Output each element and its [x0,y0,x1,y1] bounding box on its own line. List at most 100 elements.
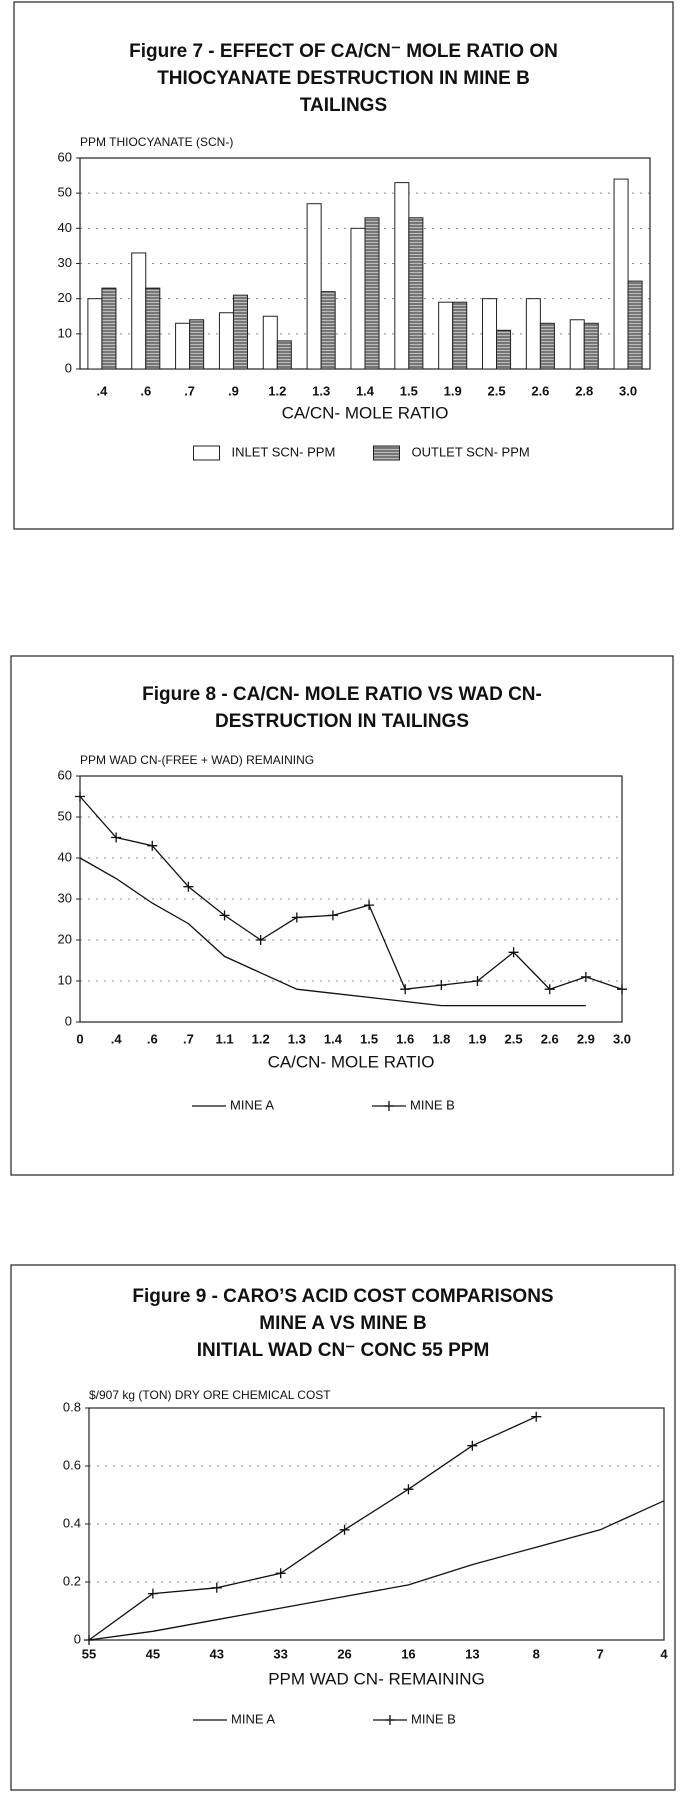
x-tick-label: 45 [146,1646,160,1661]
point-marker [364,900,375,911]
series-line [88,1500,665,1641]
y-tick-label: 40 [58,849,72,864]
y-tick-label: 0.8 [63,1399,81,1414]
bar [232,294,248,370]
x-tick-label: 1.2 [252,1031,270,1046]
point-marker [531,1411,542,1422]
plot-frame [88,1407,665,1641]
chart-title: TAILINGS [300,95,387,116]
x-tick-label: .9 [228,383,239,398]
x-axis-title: CA/CN- MOLE RATIO [282,403,449,422]
y-axis-title: PPM WAD CN-(FREE + WAD) REMAINING [80,753,314,767]
x-tick-label: 1.3 [288,1031,306,1046]
x-tick-label: .7 [184,383,195,398]
point-marker [400,984,411,995]
bar [482,298,498,370]
legend-label: MINE B [410,1097,455,1112]
bar [496,329,512,370]
x-tick-label: 1.9 [468,1031,486,1046]
bar [394,182,410,370]
y-axis-title: $/907 kg (TON) DRY ORE CHEMICAL COST [89,1388,331,1402]
legend-label: MINE A [231,1711,275,1726]
y-tick-label: 20 [58,931,72,946]
y-tick-label: 30 [58,890,72,905]
chart-title: INITIAL WAD CN⁻ CONC 55 PPM [197,1340,490,1361]
bar [539,322,555,370]
y-tick-label: 0.6 [63,1457,81,1472]
legend-swatch [373,445,400,461]
bar [613,178,629,370]
point-marker [508,947,519,958]
plot-frame [79,775,623,1023]
x-tick-label: 1.5 [360,1031,378,1046]
chart-title: DESTRUCTION IN TAILINGS [215,711,469,732]
point-marker [327,910,338,921]
x-axis-title: CA/CN- MOLE RATIO [268,1052,435,1071]
bar [101,287,117,370]
series-line [79,857,586,1007]
point-marker [219,910,230,921]
x-tick-label: 2.9 [577,1031,595,1046]
legend-marker [385,1715,395,1725]
x-tick-label: 2.5 [505,1031,523,1046]
x-tick-label: 55 [82,1646,96,1661]
point-marker [211,1582,222,1593]
bar [438,301,454,370]
bar [87,298,103,370]
x-tick-label: 7 [596,1646,603,1661]
x-tick-label: 1.5 [400,383,418,398]
point-marker [255,935,266,945]
y-tick-label: 0 [65,360,72,375]
bar [320,291,336,370]
y-tick-label: 10 [58,325,72,340]
legend-marker [384,1101,394,1111]
x-tick-label: .7 [183,1031,194,1046]
x-tick-label: 2.6 [531,383,549,398]
chart-title: Figure 7 - EFFECT OF CA/CN⁻ MOLE RATIO O… [129,41,558,62]
x-tick-label: .4 [97,383,109,398]
x-tick-label: 3.0 [619,383,637,398]
bar [218,312,234,370]
x-tick-label: 2.5 [487,383,505,398]
bar [145,287,161,370]
bar [189,319,205,370]
series-line [79,796,623,990]
bar [306,203,322,370]
x-tick-label: 33 [273,1646,287,1661]
y-tick-label: 40 [58,220,72,235]
legend-label: INLET SCN- PPM [232,444,336,459]
x-tick-label: 2.6 [541,1031,559,1046]
point-marker [147,840,158,851]
point-marker [436,980,447,991]
bar [262,315,278,370]
x-tick-label: 3.0 [613,1031,631,1046]
x-tick-label: 1.3 [312,383,330,398]
x-tick-label: 13 [465,1646,479,1661]
legend-swatch [193,445,220,461]
y-tick-label: 50 [58,185,72,200]
x-tick-label: 0 [76,1031,83,1046]
x-tick-label: 1.9 [444,383,462,398]
x-tick-label: 1.4 [356,383,375,398]
chart-frame [10,655,674,1176]
bar [175,322,191,370]
series-line [88,1416,537,1641]
y-tick-label: 0.4 [63,1515,81,1530]
x-tick-label: 1.4 [324,1031,343,1046]
y-tick-label: 60 [58,767,72,782]
chart-title: Figure 9 - CARO’S ACID COST COMPARISONS [132,1286,553,1307]
point-marker [84,1635,94,1645]
chart-title: THIOCYANATE DESTRUCTION IN MINE B [157,68,530,89]
point-marker [403,1484,414,1495]
legend-label: OUTLET SCN- PPM [412,444,530,459]
point-marker [147,1588,158,1599]
point-marker [617,984,627,995]
x-tick-label: 43 [210,1646,224,1661]
point-marker [111,832,122,843]
bar [525,298,541,370]
bar [350,227,366,370]
x-tick-label: 1.8 [432,1031,450,1046]
bar [364,217,380,370]
y-tick-label: 0 [74,1631,81,1646]
